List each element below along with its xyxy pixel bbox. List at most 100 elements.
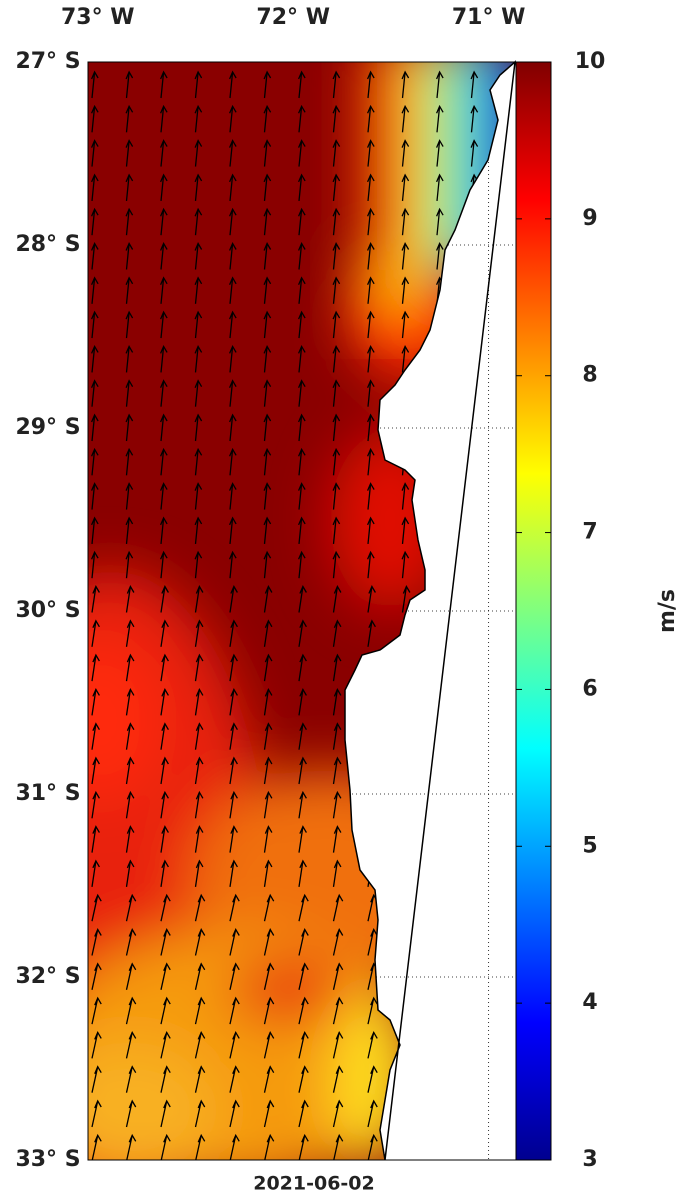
wind-arrow (125, 962, 137, 990)
wind-arrow (194, 379, 203, 407)
wind-arrow (263, 1065, 275, 1093)
wind-arrow (332, 722, 342, 750)
wind-arrow (367, 173, 375, 201)
wind-arrow (263, 173, 272, 201)
wind-arrow (125, 790, 135, 819)
wind-arrow (401, 585, 411, 613)
wind-arrow (194, 825, 204, 853)
wind-arrow (332, 207, 341, 236)
wind-arrow (470, 619, 480, 647)
wind-arrow (401, 893, 413, 922)
wind-arrow (194, 619, 204, 647)
lat-tick-label: 33° S (15, 1147, 80, 1172)
wind-arrow (401, 653, 411, 682)
wind-arrow (401, 242, 410, 270)
wind-arrow (91, 653, 100, 682)
wind-arrow (437, 1170, 446, 1193)
wind-arrow (367, 242, 375, 270)
wind-arrow (263, 1133, 275, 1160)
colorbar-tick-label: 9 (582, 206, 597, 231)
wind-arrow (470, 70, 479, 99)
wind-arrow (196, 1170, 205, 1193)
wind-arrow (194, 173, 203, 201)
lat-tick-label: 27° S (15, 49, 80, 74)
wind-arrow (91, 687, 100, 716)
wind-arrow (436, 996, 447, 1025)
wind-arrow (229, 550, 237, 579)
wind-arrow (125, 447, 134, 476)
wind-arrow (332, 310, 341, 339)
wind-arrow (470, 722, 480, 750)
colorbar-tick-label: 10 (575, 49, 606, 74)
wind-arrow (160, 550, 168, 579)
wind-arrow (125, 207, 134, 236)
wind-arrow (263, 139, 272, 167)
wind-arrow (194, 276, 203, 304)
wind-arrow (160, 379, 168, 407)
wind-arrow (160, 756, 169, 785)
wind-arrow (125, 344, 134, 373)
wind-arrow (125, 653, 135, 682)
wind-arrow (194, 516, 203, 544)
wind-arrow (194, 1133, 206, 1160)
wind-arrow (298, 996, 309, 1025)
wind-arrow (229, 310, 237, 339)
wind-arrow (401, 619, 411, 647)
colorbar-tick-label: 8 (582, 363, 597, 388)
wind-arrow (367, 104, 375, 133)
speed-shading (88, 260, 470, 1160)
wind-arrow (470, 1099, 482, 1128)
wind-arrow (367, 790, 376, 819)
wind-arrow (263, 687, 273, 716)
wind-arrow (298, 310, 306, 339)
wind-arrow (263, 482, 272, 510)
wind-arrow (160, 276, 168, 304)
wind-arrow (194, 585, 204, 613)
wind-arrow (298, 859, 307, 887)
wind-arrow (470, 687, 480, 716)
wind-arrow (436, 344, 444, 373)
wind-arrow (298, 379, 306, 407)
wind-arrow (263, 550, 272, 579)
wind-arrow (263, 1099, 275, 1128)
wind-arrow (332, 893, 344, 922)
wind-arrow (194, 859, 204, 887)
wind-arrow (367, 550, 375, 579)
wind-arrow (160, 70, 168, 99)
wind-arrow (91, 928, 102, 956)
wind-arrow (125, 687, 135, 716)
wind-arrow (470, 928, 482, 956)
wind-arrow (160, 482, 168, 510)
lat-tick-label: 29° S (15, 415, 80, 440)
wind-arrow (160, 825, 169, 853)
wind-arrow (332, 790, 342, 819)
wind-arrow (436, 619, 445, 647)
wind-arrow (263, 653, 273, 682)
wind-arrow (160, 310, 168, 339)
wind-arrow (160, 447, 168, 476)
wind-arrow (367, 687, 376, 716)
wind-arrow (436, 790, 445, 819)
wind-arrow (298, 173, 306, 201)
wind-arrow (91, 859, 100, 887)
coastline (344, 60, 516, 1161)
wind-arrow (401, 379, 410, 407)
wind-arrow (263, 70, 272, 99)
wind-arrow (298, 619, 307, 647)
wind-arrow (125, 893, 137, 922)
wind-arrow (194, 310, 203, 339)
wind-arrow (367, 1099, 378, 1128)
wind-arrow (436, 722, 445, 750)
wind-arrow (436, 173, 444, 201)
wind-arrow (298, 139, 306, 167)
wind-arrow (332, 962, 344, 990)
wind-arrow (332, 482, 341, 510)
wind-arrow (125, 585, 135, 613)
wind-arrow (332, 859, 342, 887)
colorbar-tick-label: 6 (582, 676, 597, 701)
wind-arrow (91, 790, 100, 819)
wind-arrow (436, 550, 444, 579)
wind-arrow (298, 104, 306, 133)
wind-arrow (229, 344, 237, 373)
wind-arrow (91, 447, 99, 476)
